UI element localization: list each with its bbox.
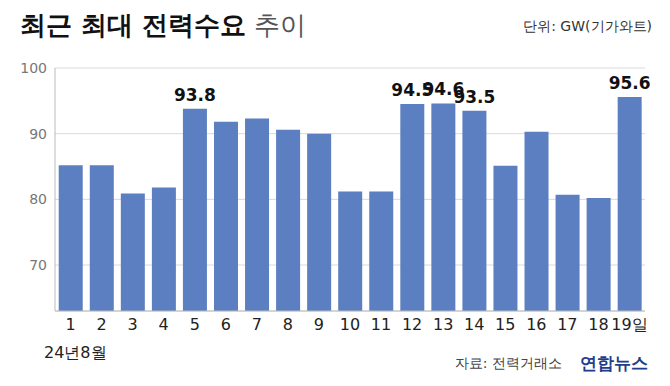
- svg-text:12: 12: [402, 315, 422, 334]
- svg-text:94.6: 94.6: [422, 79, 465, 100]
- svg-text:90: 90: [29, 126, 47, 142]
- html-text:단위: GW(기가와트): 단위: GW(기가와트): [523, 18, 652, 34]
- svg-text:1: 1: [65, 315, 75, 334]
- svg-text:80: 80: [29, 191, 47, 207]
- svg-text:6: 6: [221, 315, 231, 334]
- svg-text:95.6: 95.6: [609, 73, 651, 93]
- svg-text:3: 3: [128, 315, 138, 334]
- html-text:최근 최대 전력수요추이: 최근 최대 전력수요추이: [20, 10, 307, 40]
- svg-text:15: 15: [495, 315, 515, 334]
- svg-text:5: 5: [190, 315, 200, 334]
- svg-text:93.5: 93.5: [453, 87, 495, 107]
- svg-text:16: 16: [526, 315, 546, 334]
- svg-text:9: 9: [314, 315, 324, 334]
- svg-text:93.8: 93.8: [174, 85, 216, 105]
- svg-text:2: 2: [96, 315, 106, 334]
- svg-text:94.5: 94.5: [391, 80, 434, 101]
- svg-text:13: 13: [433, 315, 453, 334]
- html-text:24년8월: 24년8월: [44, 343, 107, 362]
- html-text:연합뉴스: 연합뉴스: [580, 353, 648, 373]
- html-text:자료: 전력거래소: 자료: 전력거래소: [454, 354, 562, 371]
- svg-text:18: 18: [588, 315, 608, 334]
- svg-text:19일: 19일: [611, 315, 647, 334]
- svg-text:14: 14: [464, 315, 484, 334]
- svg-text:70: 70: [29, 257, 47, 273]
- svg-text:7: 7: [252, 315, 262, 334]
- svg-text:8: 8: [283, 315, 293, 334]
- svg-text:100: 100: [20, 60, 47, 76]
- svg-text:4: 4: [159, 315, 169, 334]
- svg-text:10: 10: [340, 315, 360, 334]
- svg-text:17: 17: [557, 315, 577, 334]
- svg-text:11: 11: [371, 315, 391, 334]
